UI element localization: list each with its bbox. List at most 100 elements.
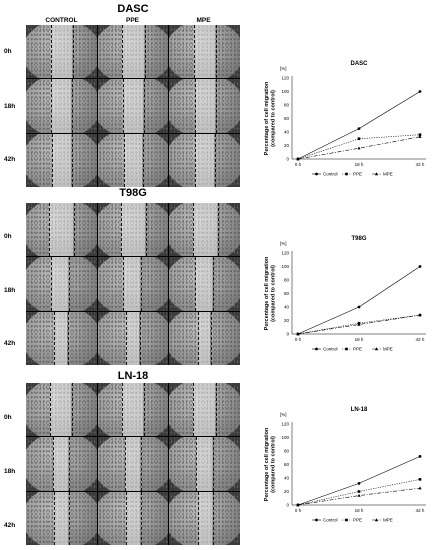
line-chart: T98G [%] Percentage of cell migration(comp… — [264, 236, 426, 352]
data-point-mpe — [418, 313, 422, 317]
row-label-42h: 42h — [4, 156, 16, 163]
y-tick-label: 120 — [281, 251, 289, 256]
line-chart: DASC [%] Percentage of cell migration(comp… — [264, 61, 426, 177]
micrograph-cell — [26, 437, 97, 491]
legend-label: PPE — [353, 172, 362, 177]
data-point-mpe — [296, 157, 300, 161]
row-label-0h: 0h — [4, 414, 12, 421]
micrograph-cell — [97, 311, 169, 365]
y-axis-label: Percentage of cell migration(compared to… — [264, 256, 277, 330]
y-tick-label: 100 — [281, 89, 289, 94]
micrograph-cell — [169, 257, 240, 311]
data-point-mpe — [357, 322, 361, 326]
y-tick-label: 120 — [281, 76, 289, 81]
legend-marker — [374, 347, 379, 351]
data-point-control — [418, 90, 422, 93]
chart-title: LN-18 — [351, 407, 368, 413]
chart-title: T98G — [351, 236, 366, 242]
legend-marker — [345, 518, 348, 522]
micrograph-cell — [26, 25, 97, 79]
data-point-control — [357, 127, 361, 131]
micrograph-cell — [97, 133, 169, 187]
legend-marker — [315, 518, 318, 522]
data-point-mpe — [296, 332, 300, 336]
legend-label: MPE — [383, 172, 393, 177]
line-chart: LN-18 [%] Percentage of cell migration(com… — [264, 407, 426, 523]
row-label-42h: 42h — [4, 522, 16, 529]
unit-label: [%] — [280, 241, 287, 246]
x-tick-label: 0 h — [295, 337, 302, 342]
micrograph-cell — [169, 383, 240, 437]
column-header-mpe: MPE — [196, 17, 211, 24]
x-tick-label: 18 h — [355, 162, 364, 167]
y-tick-label: 20 — [284, 489, 290, 494]
micrograph-cell — [97, 257, 169, 311]
y-tick-label: 0 — [286, 157, 289, 162]
micrograph-cell — [26, 257, 97, 311]
x-tick-label: 18 h — [355, 508, 364, 513]
chart-t98g: T98G [%] Percentage of cell migration(comp… — [248, 227, 444, 352]
micrograph-cell — [26, 491, 97, 545]
row-label-42h: 42h — [4, 340, 16, 347]
y-tick-label: 40 — [284, 130, 290, 135]
micrograph-cell — [26, 133, 97, 187]
micrograph-cell — [97, 203, 169, 257]
data-point-mpe — [357, 493, 361, 497]
micrograph-cell — [169, 491, 240, 545]
legend-label: PPE — [353, 347, 362, 352]
micrograph-cell — [169, 79, 240, 133]
micrograph-grid-t98g — [26, 203, 240, 365]
unit-label: [%] — [280, 412, 287, 417]
micrograph-cell — [169, 311, 240, 365]
micrograph-cell — [169, 133, 240, 187]
x-tick-label: 18 h — [355, 337, 364, 342]
y-tick-label: 0 — [286, 503, 289, 508]
legend-label: MPE — [383, 518, 393, 523]
y-tick-label: 20 — [284, 318, 290, 323]
data-point-mpe — [418, 486, 422, 490]
micrograph-cell — [97, 383, 169, 437]
panel-title-dasc: DASC — [117, 3, 149, 15]
x-tick-label: 0 h — [295, 508, 302, 513]
legend-label: Control — [323, 172, 338, 177]
micrograph-cell — [169, 203, 240, 257]
y-tick-label: 100 — [281, 264, 289, 269]
micrograph-cell — [26, 383, 97, 437]
micrograph-cell — [97, 437, 169, 491]
data-point-mpe — [296, 503, 300, 507]
legend-marker — [374, 172, 379, 176]
row-label-0h: 0h — [4, 233, 12, 240]
micrograph-cell — [169, 437, 240, 491]
y-axis-label: Percentage of cell migration(compared to… — [264, 427, 277, 501]
row-label-18h: 18h — [4, 287, 16, 294]
micrograph-cell — [169, 25, 240, 79]
data-point-mpe — [357, 146, 361, 150]
panel-title-ln18: LN-18 — [117, 370, 149, 382]
micrograph-cell — [97, 491, 169, 545]
column-header-ppe: PPE — [125, 17, 139, 24]
legend-label: Control — [323, 518, 338, 523]
data-point-control — [418, 265, 422, 268]
y-tick-label: 40 — [284, 305, 290, 310]
micrograph-grid-dasc — [26, 25, 240, 187]
micrograph-grid-ln18 — [26, 383, 240, 545]
legend-marker — [315, 347, 318, 351]
legend-marker — [345, 347, 348, 351]
data-point-mpe — [418, 135, 422, 138]
chart-ln18: LN-18 [%] Percentage of cell migration(com… — [248, 398, 444, 523]
y-tick-label: 60 — [284, 462, 290, 467]
x-tick-label: 42 h — [416, 162, 425, 167]
y-tick-label: 60 — [284, 291, 290, 296]
y-tick-label: 80 — [284, 449, 290, 454]
y-tick-label: 20 — [284, 143, 290, 148]
series-line-control — [297, 456, 421, 506]
y-tick-label: 120 — [281, 422, 289, 427]
x-tick-label: 42 h — [416, 337, 425, 342]
panel-title-t98g: T98G — [119, 187, 147, 199]
data-point-ppe — [357, 490, 361, 493]
legend-marker — [374, 518, 379, 522]
chart-dasc: DASC [%] Percentage of cell migration(comp… — [248, 52, 444, 177]
data-point-control — [357, 305, 361, 309]
micrograph-cell — [97, 25, 169, 79]
column-header-control: CONTROL — [45, 17, 78, 24]
